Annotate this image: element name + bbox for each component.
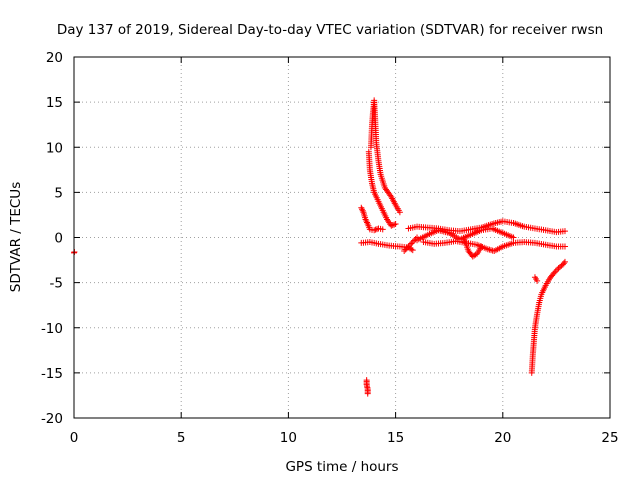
data-point [359, 207, 366, 214]
series-low-outliers [363, 377, 371, 397]
series-steep-negative [528, 258, 568, 376]
y-tick-label: 5 [54, 185, 63, 201]
data-point [392, 220, 399, 227]
data-point [408, 240, 415, 247]
data-point [478, 243, 485, 250]
data-point [396, 209, 403, 216]
x-tick-label: 25 [601, 430, 618, 446]
data-point [554, 266, 561, 273]
y-tick-label: -20 [41, 411, 63, 427]
data-point [408, 246, 415, 253]
series-mid-wave [414, 225, 517, 244]
data-point [389, 222, 396, 229]
data-point [404, 245, 411, 252]
x-tick-label: 20 [494, 430, 511, 446]
data-point [409, 247, 416, 254]
data-point [560, 260, 567, 267]
series-mid-lower [420, 238, 568, 255]
data-point [561, 228, 568, 235]
series-dip-18 [461, 236, 485, 260]
y-tick-label: -5 [50, 276, 63, 292]
data-point [388, 222, 395, 229]
data-point [391, 221, 398, 228]
axis-ticks: 0 5 10 15 20 25 -20 -15 -10 -5 0 5 10 15 20 [41, 50, 619, 446]
y-tick-label: 20 [46, 50, 63, 66]
x-tick-label: 0 [70, 430, 79, 446]
data-point [534, 277, 541, 284]
series-spike-arc [367, 97, 403, 216]
data-point [379, 226, 386, 233]
series-cluster-21 [531, 274, 541, 284]
data-point [472, 251, 479, 258]
y-axis-label: SDTVAR / TECUs [8, 182, 24, 292]
series-inner-decay [365, 148, 399, 229]
x-axis-label: GPS time / hours [285, 459, 398, 475]
x-tick-label: 5 [177, 430, 186, 446]
x-tick-label: 15 [387, 430, 404, 446]
grid-lines [74, 57, 610, 418]
data-point [510, 234, 517, 241]
y-tick-label: 10 [46, 140, 63, 156]
y-tick-label: 0 [54, 231, 63, 247]
x-tick-label: 10 [280, 430, 297, 446]
data-points [71, 97, 568, 397]
data-point [372, 226, 379, 233]
data-point [558, 262, 565, 269]
plot-frame [73, 56, 611, 419]
y-tick-label: 15 [46, 95, 63, 111]
y-tick-label: -15 [41, 366, 63, 382]
series-lower-left [358, 204, 386, 234]
data-point [371, 227, 378, 234]
data-point [550, 271, 557, 278]
chart-title: Day 137 of 2019, Sidereal Day-to-day VTE… [57, 22, 603, 38]
data-point [561, 243, 568, 250]
data-point [364, 390, 371, 397]
data-point [561, 258, 568, 265]
y-tick-label: -10 [41, 321, 63, 337]
